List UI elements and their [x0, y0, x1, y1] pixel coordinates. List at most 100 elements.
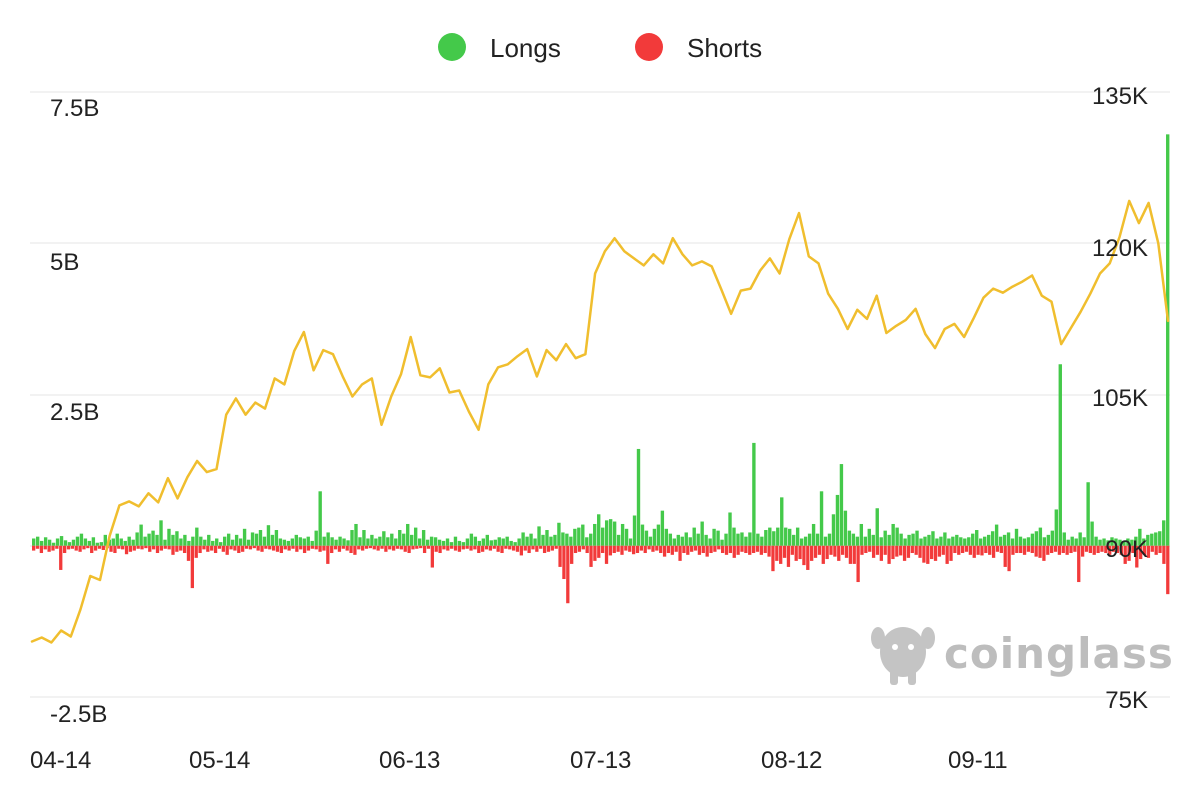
shorts-bar — [32, 545, 36, 551]
longs-bar — [803, 536, 808, 546]
shorts-bar — [554, 545, 558, 549]
shorts-bar — [202, 545, 206, 550]
shorts-bar — [179, 545, 183, 551]
shorts-bar — [1131, 545, 1135, 554]
longs-bar — [923, 536, 927, 546]
longs-bar — [441, 540, 446, 546]
longs-bar — [549, 536, 553, 546]
x-tick-label: 09-11 — [948, 747, 1008, 774]
shorts-bar — [732, 545, 736, 558]
longs-bar — [493, 539, 497, 546]
legend-item-shorts[interactable]: Shorts — [635, 33, 762, 63]
longs-bar — [537, 526, 541, 546]
shorts-bar — [508, 545, 512, 550]
longs-bar — [700, 521, 704, 546]
longs-bar — [378, 536, 382, 546]
shorts-bar — [1154, 545, 1158, 555]
shorts-bar — [415, 545, 419, 549]
longs-bar — [1030, 533, 1035, 546]
longs-bar — [604, 520, 609, 546]
shorts-bar — [763, 545, 767, 554]
longs-bar — [608, 519, 613, 546]
longs-bar — [1114, 538, 1118, 546]
longs-bar — [688, 537, 692, 546]
shorts-bar — [310, 545, 314, 549]
shorts-bar — [968, 545, 973, 555]
legend-label-shorts: Shorts — [687, 33, 762, 63]
longs-bar — [1066, 539, 1070, 546]
longs-bar — [322, 536, 326, 546]
shorts-bar — [430, 545, 434, 568]
shorts-bar — [751, 545, 756, 554]
longs-bar — [975, 530, 979, 546]
longs-bar — [955, 534, 959, 546]
shorts-bar — [337, 545, 342, 552]
shorts-bar — [47, 545, 51, 552]
longs-bar — [191, 536, 195, 546]
shorts-bar — [167, 545, 171, 550]
shorts-bar — [295, 545, 299, 552]
shorts-bar — [949, 545, 953, 561]
shorts-bar — [504, 545, 508, 549]
shorts-bar — [821, 545, 825, 564]
longs-bar — [979, 538, 983, 546]
shorts-bar — [121, 545, 125, 550]
longs-bar — [1098, 539, 1102, 546]
longs-bar — [32, 538, 36, 546]
longs-bar — [959, 537, 963, 546]
shorts-bar — [341, 545, 345, 549]
x-tick-label: 05-14 — [189, 747, 250, 774]
legend-item-longs[interactable]: Longs — [438, 33, 561, 63]
longs-bar — [437, 539, 442, 546]
longs-bar — [497, 537, 501, 546]
shorts-bar — [318, 545, 322, 552]
longs-bar — [990, 531, 995, 546]
shorts-bar — [662, 545, 667, 557]
longs-bar — [1026, 537, 1031, 546]
longs-bar — [71, 539, 76, 546]
longs-bar — [708, 538, 712, 546]
longs-bar — [712, 528, 716, 546]
shorts-bar — [1022, 545, 1027, 555]
shorts-bar — [62, 545, 67, 554]
longs-bar — [963, 538, 967, 546]
shorts-bar — [740, 545, 744, 552]
longs-bar — [1050, 530, 1055, 546]
longs-bar — [939, 536, 943, 546]
shorts-series — [32, 545, 1170, 604]
shorts-bar — [488, 545, 493, 551]
shorts-bar — [194, 545, 198, 558]
shorts-bar — [918, 545, 922, 558]
shorts-bar — [991, 545, 996, 558]
shorts-bar — [101, 545, 105, 550]
longs-bar — [851, 533, 856, 546]
shorts-bar — [217, 545, 222, 549]
shorts-bar — [601, 545, 605, 554]
longs-bar — [79, 533, 84, 546]
shorts-bar — [1135, 545, 1139, 568]
left-tick-label: 2.5B — [50, 399, 99, 426]
shorts-bar — [279, 545, 284, 554]
left-axis: 7.5B 5B 2.5B -2.5B — [50, 95, 107, 728]
shorts-bar — [1123, 545, 1127, 564]
longs-bar — [398, 530, 402, 546]
longs-bar — [971, 533, 975, 546]
longs-bar — [386, 537, 390, 546]
longs-bar — [350, 530, 354, 546]
longs-bar — [716, 530, 720, 546]
longs-bar — [680, 536, 684, 546]
longs-bar — [628, 538, 633, 546]
longs-bar — [59, 536, 64, 546]
longs-bar — [55, 538, 60, 546]
longs-bar — [370, 534, 374, 546]
longs-bar — [581, 524, 585, 546]
shorts-bar — [287, 545, 291, 551]
longs-bar — [732, 527, 736, 546]
longs-bar — [75, 536, 80, 546]
longs-series — [32, 134, 1170, 546]
shorts-bar — [690, 545, 694, 552]
longs-bar — [545, 530, 549, 546]
shorts-bar — [759, 545, 763, 555]
shorts-bar — [775, 545, 779, 561]
shorts-bar — [655, 545, 659, 551]
